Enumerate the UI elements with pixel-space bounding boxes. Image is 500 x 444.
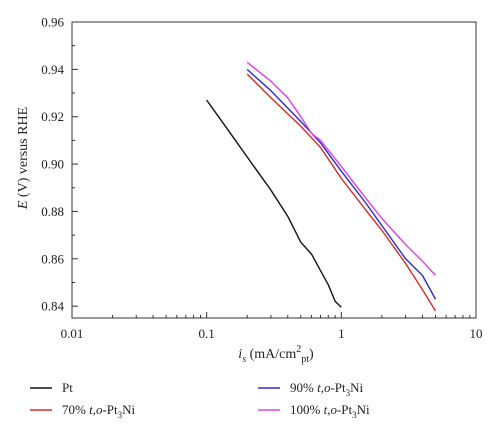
y-tick-label: 0.90 bbox=[41, 157, 64, 172]
series-line-4 bbox=[246, 61, 437, 276]
plot-area bbox=[206, 61, 437, 312]
y-tick-label: 0.88 bbox=[41, 204, 64, 219]
y-tick-label: 0.86 bbox=[41, 251, 64, 266]
x-tick-label: 10 bbox=[470, 326, 483, 341]
legend-label: 90% t,o-Pt3Ni bbox=[290, 380, 364, 398]
legend-item-2: 70% t,o-Pt3Ni bbox=[30, 402, 136, 420]
legend: Pt 70% t,o-Pt3Ni 90% t,o-Pt3Ni 100% t,o-Pt3… bbox=[30, 380, 370, 420]
plot-frame bbox=[71, 21, 477, 319]
legend-label: 70% t,o-Pt3Ni bbox=[62, 402, 136, 420]
axes: 0.01 0.1 1 10 0.84 0.86 0.88 0.90 0.92 0.94 0.96 bbox=[41, 15, 482, 342]
legend-item-4: 100% t,o-Pt3Ni bbox=[258, 402, 370, 420]
series-line-1 bbox=[206, 99, 342, 308]
x-axis-label: is (mA/cm2pt) bbox=[238, 344, 314, 365]
y-tick-label: 0.94 bbox=[41, 62, 64, 77]
series-line-2 bbox=[246, 73, 437, 312]
x-tick-label: 0.1 bbox=[199, 326, 215, 341]
legend-label: Pt bbox=[62, 380, 73, 395]
legend-label: 100% t,o-Pt3Ni bbox=[290, 402, 370, 420]
legend-item-3: 90% t,o-Pt3Ni bbox=[258, 380, 364, 398]
x-tick-label: 0.01 bbox=[61, 326, 84, 341]
y-axis-label: E (V) versus RHE bbox=[16, 107, 31, 210]
series-line-3 bbox=[246, 68, 437, 300]
y-tick-label: 0.92 bbox=[41, 109, 64, 124]
legend-item-1: Pt bbox=[30, 380, 73, 395]
x-tick-label: 1 bbox=[338, 326, 345, 341]
y-tick-label: 0.96 bbox=[41, 15, 64, 30]
y-tick-label: 0.84 bbox=[41, 299, 64, 314]
